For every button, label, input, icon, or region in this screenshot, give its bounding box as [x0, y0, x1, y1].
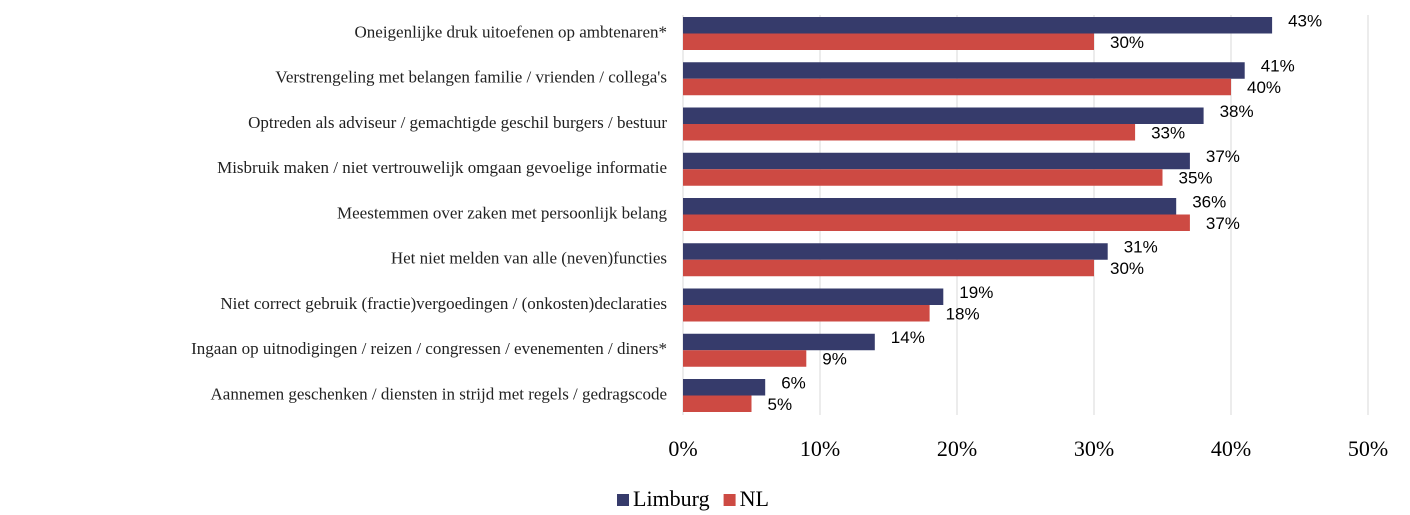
bar [683, 152, 1190, 170]
legend-label: NL [740, 486, 769, 511]
bar [683, 333, 875, 351]
category-label: Aannemen geschenken / diensten in strijd… [211, 384, 668, 403]
data-label: 40% [1247, 78, 1281, 97]
category-label: Niet correct gebruik (fractie)vergoeding… [220, 294, 667, 313]
data-label: 6% [781, 373, 806, 392]
bar [683, 107, 1204, 124]
bar [683, 169, 1163, 186]
category-label: Optreden als adviseur / gemachtigde gesc… [248, 113, 667, 132]
data-label: 19% [959, 283, 993, 302]
data-label: 9% [822, 350, 847, 369]
data-label: 43% [1288, 11, 1322, 30]
category-label: Oneigenlijke druk uitoefenen op ambtenar… [355, 22, 668, 41]
legend-swatch [723, 494, 736, 506]
x-tick-label: 50% [1348, 436, 1388, 461]
data-label: 36% [1192, 192, 1226, 211]
category-label: Het niet melden van alle (neven)functies [391, 249, 667, 268]
data-label: 5% [768, 395, 793, 414]
bar [683, 243, 1108, 260]
data-label: 30% [1110, 259, 1144, 278]
bar [683, 214, 1190, 231]
data-label: 41% [1261, 57, 1295, 76]
data-label: 37% [1206, 214, 1240, 233]
data-label: 30% [1110, 33, 1144, 52]
data-label: 35% [1179, 169, 1213, 188]
legend-label: Limburg [633, 486, 710, 511]
x-tick-label: 0% [668, 436, 697, 461]
legend-swatch [617, 494, 629, 506]
x-tick-label: 10% [800, 436, 840, 461]
bar [683, 288, 944, 305]
data-label: 14% [891, 328, 925, 347]
data-label: 31% [1124, 238, 1158, 257]
data-label: 33% [1151, 123, 1185, 142]
bar [683, 259, 1094, 277]
category-label: Misbruik maken / niet vertrouwelijk omga… [217, 158, 667, 177]
category-label: Verstrengeling met belangen familie / vr… [275, 68, 667, 87]
bar [683, 305, 930, 322]
bar [683, 198, 1177, 215]
bar [683, 17, 1273, 34]
bar [683, 395, 752, 412]
x-tick-label: 30% [1074, 436, 1114, 461]
data-label: 38% [1220, 102, 1254, 121]
bar [683, 78, 1231, 96]
bar [683, 379, 766, 396]
x-tick-label: 20% [937, 436, 977, 461]
bar [683, 124, 1136, 141]
bar [683, 33, 1094, 50]
bar [683, 350, 807, 367]
data-label: 18% [946, 304, 980, 323]
category-label: Ingaan op uitnodigingen / reizen / congr… [191, 339, 667, 358]
bar [683, 62, 1245, 79]
x-tick-label: 40% [1211, 436, 1251, 461]
category-label: Meestemmen over zaken met persoonlijk be… [337, 203, 667, 222]
data-label: 37% [1206, 147, 1240, 166]
